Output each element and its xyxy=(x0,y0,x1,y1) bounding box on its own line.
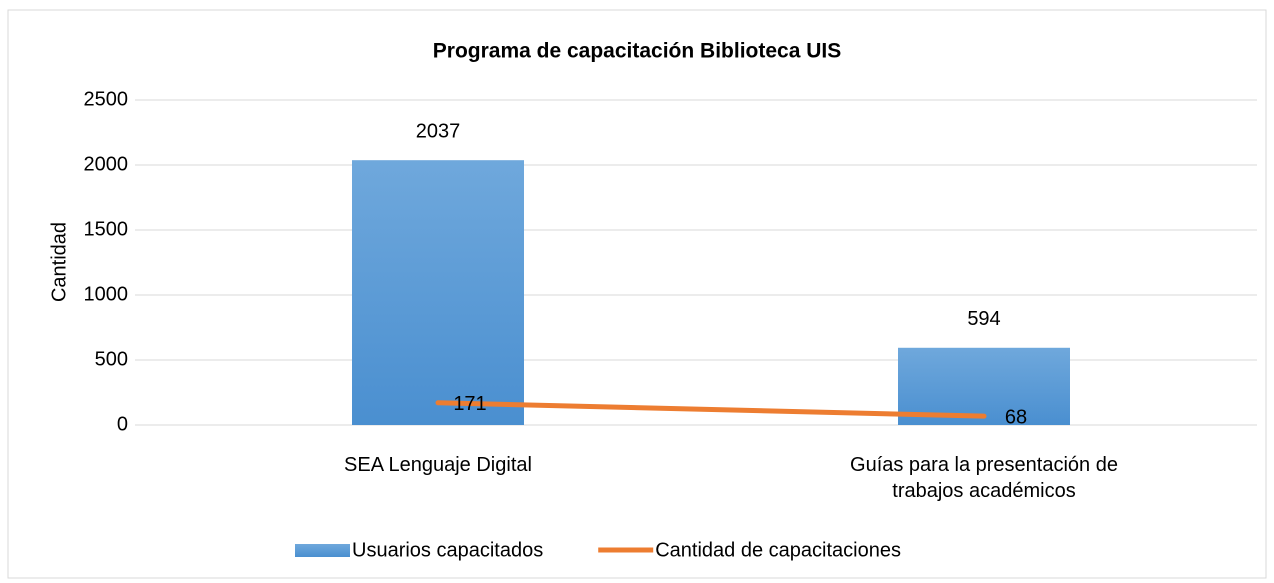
y-tick-label: 0 xyxy=(117,413,128,435)
bar xyxy=(898,347,1070,425)
data-label: 68 xyxy=(1005,406,1027,428)
y-axis-label: Cantidad xyxy=(48,222,70,302)
chart-title: Programa de capacitación Biblioteca UIS xyxy=(433,40,841,63)
legend-swatch xyxy=(295,544,350,557)
line xyxy=(435,400,987,419)
data-label: 594 xyxy=(967,308,1000,330)
x-tick-label: SEA Lenguaje Digital xyxy=(344,454,532,476)
legend-label: Usuarios capacitados xyxy=(352,539,543,561)
y-tick-label: 2500 xyxy=(84,88,129,110)
bar xyxy=(352,160,524,425)
y-tick-label: 2000 xyxy=(84,153,129,175)
data-label: 171 xyxy=(453,393,486,415)
legend-label: Cantidad de capacitaciones xyxy=(655,539,901,561)
y-tick-label: 1500 xyxy=(84,218,129,240)
y-tick-label: 500 xyxy=(95,348,128,370)
chart-border xyxy=(7,9,1267,579)
data-label: 2037 xyxy=(416,120,461,142)
x-tick-label: Guías para la presentación de trabajos a… xyxy=(850,454,1118,502)
y-tick-label: 1000 xyxy=(84,283,129,305)
